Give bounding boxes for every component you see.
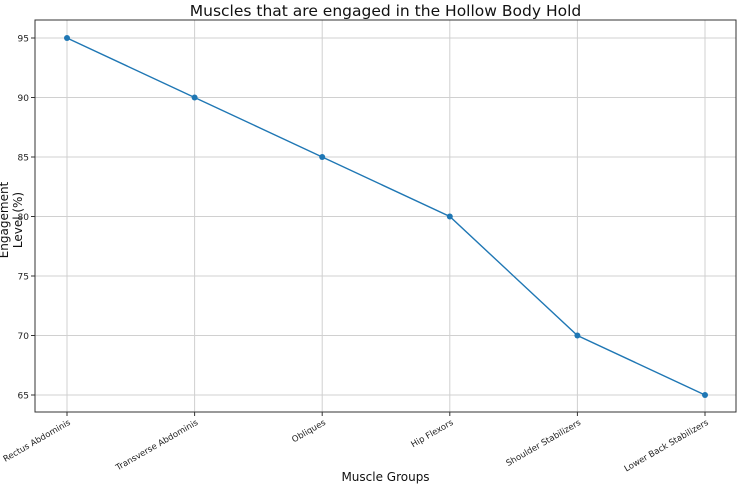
x-tick-label: Obliques — [290, 418, 328, 446]
x-tick-label: Shoulder Stabilizers — [505, 418, 584, 469]
y-tick-label: 90 — [18, 94, 30, 104]
y-tick-label: 85 — [18, 154, 29, 164]
y-tick-label: 70 — [18, 332, 30, 342]
y-tick-label: 75 — [18, 273, 29, 283]
x-tick-label: Lower Back Stabilizers — [623, 418, 711, 475]
data-point — [446, 213, 453, 220]
y-tick-label: 80 — [18, 213, 30, 223]
data-point — [702, 392, 708, 398]
x-tick-label: Hip Flexors — [410, 418, 456, 450]
data-point — [574, 332, 581, 339]
chart-title: Muscles that are engaged in the Hollow B… — [189, 2, 582, 20]
data-point — [64, 35, 70, 41]
data-point — [319, 154, 326, 160]
x-axis-label: Muscle Groups — [341, 470, 430, 484]
y-tick-label: 95 — [18, 35, 29, 45]
x-tick-label: Rectus Abdominis — [2, 418, 73, 465]
y-axis-label: Engagement Level (%) — [0, 181, 25, 259]
data-line — [66, 37, 706, 396]
data-point — [191, 94, 198, 101]
x-tick-label: Transverse Abdominis — [114, 418, 201, 474]
y-tick-label: 65 — [18, 392, 29, 402]
plot-frame — [34, 19, 737, 413]
